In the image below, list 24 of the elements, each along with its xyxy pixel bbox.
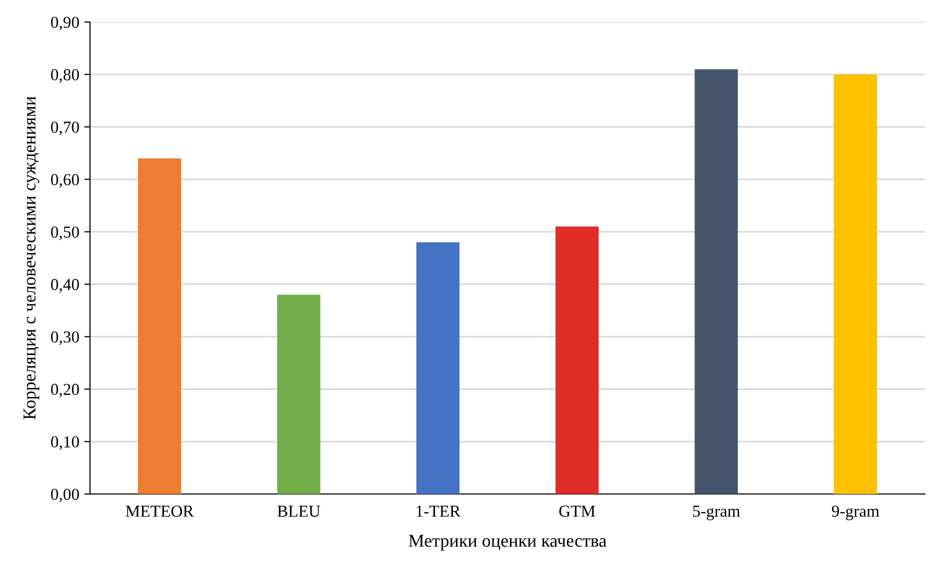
x-tick-label: 1-TER (416, 506, 461, 517)
y-axis-title: Корреляция с человеческими суждениями (24, 96, 40, 420)
bar (138, 158, 182, 494)
x-axis-title: Метрики оценки качества (408, 534, 606, 550)
y-tick-label: 0,90 (51, 16, 79, 30)
y-tick-label: 0,80 (51, 69, 79, 83)
y-tick-label: 0,00 (51, 488, 79, 502)
y-tick-label: 0,50 (51, 226, 79, 240)
x-tick-label: 9-gram (832, 506, 880, 520)
y-tick-label: 0,70 (51, 122, 79, 136)
x-tick-label: GTM (559, 506, 596, 517)
x-tick-label: METEOR (126, 506, 194, 517)
bar (834, 74, 877, 494)
y-tick-label: 0,10 (51, 436, 79, 450)
x-tick-label: 5-gram (693, 506, 740, 520)
bar (277, 294, 320, 494)
y-tick-label: 0,40 (51, 278, 79, 293)
y-tick-label: 0,30 (51, 331, 79, 346)
x-tick-label: BLEU (277, 506, 320, 517)
y-tick-label: 0,60 (51, 174, 79, 188)
bar (416, 242, 460, 494)
bar (556, 226, 599, 494)
bar (694, 69, 738, 494)
y-tick-label: 0,20 (51, 384, 79, 398)
